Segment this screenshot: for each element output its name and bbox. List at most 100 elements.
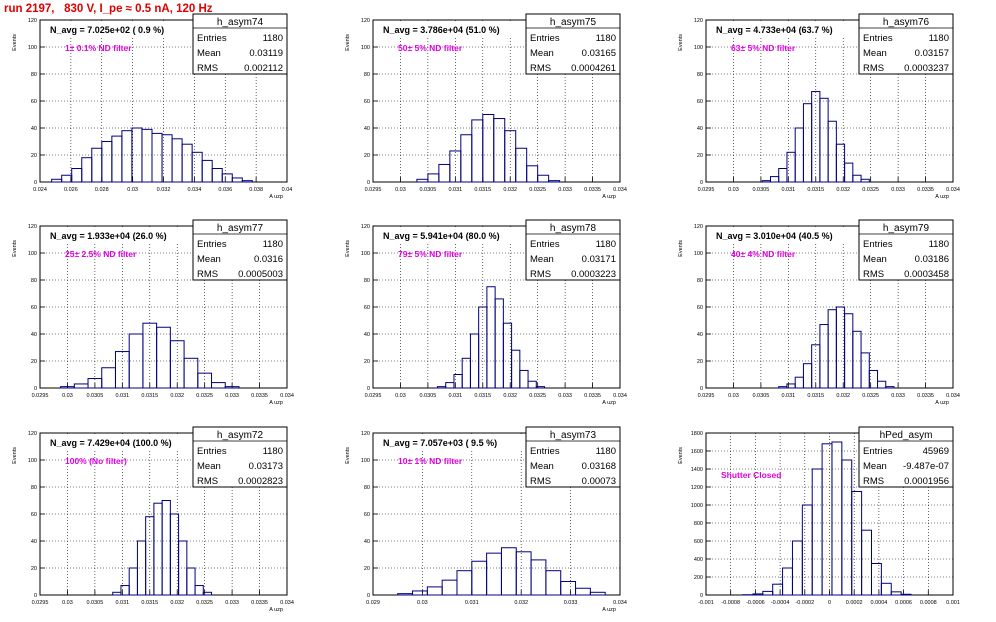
x-tick-label: 0.0335 xyxy=(584,393,601,399)
x-tick-label: 0.0315 xyxy=(474,393,491,399)
y-tick-label: 60 xyxy=(31,99,37,105)
y-tick-label: 1400 xyxy=(691,467,703,473)
y-tick-label: 0 xyxy=(34,593,37,599)
y-tick-label: 40 xyxy=(364,332,370,338)
stat-value: 45969 xyxy=(923,446,949,457)
stat-value: 1180 xyxy=(263,446,283,457)
x-tick-label: 0.033 xyxy=(891,393,905,399)
stat-label: Mean xyxy=(197,48,221,59)
histogram-bin xyxy=(880,582,892,596)
x-tick-label: 0.03 xyxy=(395,187,406,193)
histogram-name: h_asym72 xyxy=(217,430,264,441)
x-tick-label: 0.032 xyxy=(503,187,517,193)
x-tick-label: 0.033 xyxy=(891,187,905,193)
histogram-bin xyxy=(877,380,887,389)
stat-label: RMS xyxy=(197,476,218,487)
x-tick-label: 0.0295 xyxy=(698,393,715,399)
y-tick-label: 0 xyxy=(700,180,703,186)
y-tick-label: 60 xyxy=(697,305,703,311)
stat-value: 0.00073 xyxy=(582,476,616,487)
y-tick-label: 0 xyxy=(34,180,37,186)
histogram-bin xyxy=(211,382,226,389)
stat-value: 0.03173 xyxy=(249,461,283,472)
x-tick-label: 0.0315 xyxy=(141,600,158,606)
histogram-bin xyxy=(860,178,870,183)
stats-box xyxy=(525,219,621,281)
stats-box xyxy=(858,426,954,488)
x-tick-label: -0.0006 xyxy=(746,600,765,606)
y-tick-label: 60 xyxy=(697,99,703,105)
y-tick-label: 20 xyxy=(31,153,37,159)
y-tick-label: 40 xyxy=(697,126,703,132)
histogram-name: h_asym73 xyxy=(550,430,597,441)
x-tick-label: 0.0315 xyxy=(474,187,491,193)
y-tick-label: 100 xyxy=(361,45,370,51)
y-axis-title: Events xyxy=(12,447,18,464)
y-tick-label: 40 xyxy=(31,539,37,545)
stat-label: Mean xyxy=(197,254,221,265)
x-tick-label: 0.0335 xyxy=(251,600,268,606)
stat-label: Entries xyxy=(197,446,227,457)
y-tick-label: 40 xyxy=(31,332,37,338)
y-tick-label: 600 xyxy=(694,539,703,545)
histogram-name: h_asym78 xyxy=(550,223,597,234)
stat-value: 0.0004261 xyxy=(571,63,616,74)
stat-value: 0.03119 xyxy=(249,48,283,59)
y-tick-label: 100 xyxy=(694,251,703,257)
x-tick-label: 0.034 xyxy=(613,600,627,606)
x-tick-label: 0.0305 xyxy=(752,187,769,193)
y-tick-label: 120 xyxy=(28,431,37,437)
y-tick-label: 100 xyxy=(361,251,370,257)
y-tick-label: 20 xyxy=(31,566,37,572)
x-axis-title: A uzp xyxy=(269,194,283,200)
y-axis-title: Events xyxy=(678,240,684,257)
histogram-bin xyxy=(548,180,561,183)
title-box xyxy=(45,23,193,36)
x-axis-title: A uzp xyxy=(269,400,283,406)
y-tick-label: 40 xyxy=(364,126,370,132)
x-tick-label: 0.031 xyxy=(115,393,129,399)
histogram-panel-h_asym77: 0.0295 0.03 0.0305 0.031 0.0315 0.032 0.0325 0.… xyxy=(12,219,294,406)
y-tick-label: 0 xyxy=(367,386,370,392)
stat-value: 1180 xyxy=(263,33,283,44)
stat-value: 1180 xyxy=(596,239,616,250)
x-tick-label: 0.032 xyxy=(170,600,184,606)
x-tick-label: 0.0295 xyxy=(365,187,382,193)
y-axis-title: Events xyxy=(12,34,18,51)
filter-note: Shutter Closed xyxy=(721,470,781,480)
y-tick-label: 60 xyxy=(364,99,370,105)
title-box xyxy=(711,229,859,242)
x-tick-label: 0.0295 xyxy=(698,187,715,193)
stats-box xyxy=(858,13,954,75)
y-tick-label: 0 xyxy=(700,593,703,599)
x-tick-label: 0.032 xyxy=(836,187,850,193)
x-tick-label: 0.03 xyxy=(417,600,428,606)
stat-value: 0.03171 xyxy=(582,254,616,265)
n-avg-label: N_avg = 7.025e+02 ( 0.9 %) xyxy=(50,25,164,35)
y-axis-title: Events xyxy=(345,240,351,257)
n-avg-label: N_avg = 4.733e+04 (63.7 %) xyxy=(716,25,833,35)
y-tick-label: 1000 xyxy=(691,503,703,509)
title-box xyxy=(45,229,193,242)
y-tick-label: 60 xyxy=(364,305,370,311)
x-tick-label: 0.0325 xyxy=(862,187,879,193)
stat-label: RMS xyxy=(530,269,551,280)
histogram-bin xyxy=(868,369,879,389)
filter-note: 10± 1% ND filter xyxy=(398,456,463,466)
n-avg-label: N_avg = 7.429e+04 (100.0 %) xyxy=(50,438,172,448)
x-tick-label: 0.0325 xyxy=(529,187,546,193)
x-tick-label: 0.0008 xyxy=(920,600,937,606)
y-tick-label: 60 xyxy=(364,512,370,518)
stat-value: 0.03157 xyxy=(915,48,949,59)
y-tick-label: 0 xyxy=(367,180,370,186)
x-tick-label: 0.033 xyxy=(558,393,572,399)
stat-value: -9.487e-07 xyxy=(903,461,949,472)
stat-label: Mean xyxy=(863,48,887,59)
n-avg-label: N_avg = 7.057e+03 ( 9.5 %) xyxy=(383,438,497,448)
x-tick-label: 0.03 xyxy=(395,393,406,399)
histogram-panel-hPed_asym: -0.001 -0.0008 -0.0006 -0.0004 -0.0002 0 0.000… xyxy=(678,426,960,606)
stats-box xyxy=(192,13,288,75)
x-tick-label: 0 xyxy=(828,600,831,606)
stats-box xyxy=(525,13,621,75)
